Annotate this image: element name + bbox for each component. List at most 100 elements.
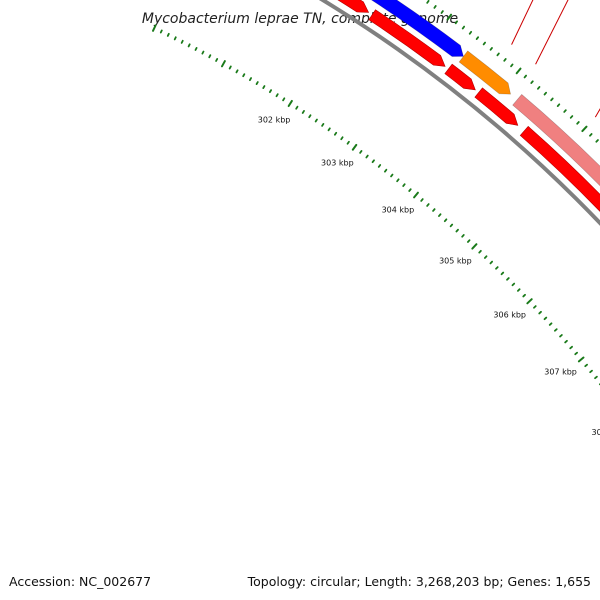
outer-major-tick — [446, 13, 453, 21]
scale-minor-tick — [574, 351, 578, 356]
scale-minor-tick — [166, 32, 170, 37]
orf-arrow-4 — [474, 87, 519, 126]
scale-minor-tick — [390, 173, 394, 178]
scale-minor-tick — [478, 249, 482, 254]
scale-minor-tick — [589, 369, 593, 374]
scale-minor-tick — [489, 260, 494, 265]
outer-minor-tick — [454, 20, 458, 25]
scale-minor-tick — [584, 363, 588, 368]
backbone-arc — [318, 0, 600, 226]
scale-minor-tick — [426, 203, 430, 207]
scale-ring: 302 kbp 303 kbp 304 kbp 305 kbp 306 kbp 307 k… — [152, 0, 600, 437]
orf-track — [337, 0, 600, 212]
scale-minor-tick — [295, 105, 299, 110]
outer-minor-tick — [523, 74, 527, 79]
scale-minor-tick — [483, 255, 488, 259]
scale-minor-tick — [461, 234, 465, 238]
gene-leader-ml0232 — [535, 0, 569, 65]
scale-minor-tick — [594, 375, 598, 380]
outer-minor-tick — [543, 91, 548, 96]
outer-minor-tick — [482, 41, 486, 46]
scale-minor-tick — [255, 81, 259, 86]
scale-minor-tick — [359, 150, 363, 154]
scale-minor-tick — [159, 29, 163, 34]
scale-minor-tick — [432, 208, 436, 212]
outer-minor-tick — [530, 80, 534, 85]
scale-major-tick — [577, 356, 585, 363]
scale-minor-tick — [346, 140, 350, 145]
scale-minor-tick — [208, 54, 212, 59]
scale-minor-tick — [314, 118, 318, 123]
scale-minor-tick — [517, 288, 521, 292]
scale-minor-tick — [173, 36, 177, 41]
outer-minor-tick — [537, 86, 541, 90]
scale-label-302: 302 kbp — [258, 116, 291, 125]
scale-label-306: 306 kbp — [493, 310, 526, 319]
scale-major-tick — [152, 24, 157, 32]
outer-minor-tick — [489, 47, 493, 51]
scale-major-tick — [351, 143, 358, 151]
scale-label-305: 305 kbp — [439, 256, 472, 265]
scale-minor-tick — [559, 334, 563, 338]
scale-minor-tick — [187, 43, 191, 48]
scale-minor-tick — [396, 178, 400, 183]
scale-minor-tick — [301, 110, 305, 114]
gene-track — [370, 0, 600, 187]
scale-minor-tick — [340, 136, 344, 141]
gene-arrow-lyss — [512, 93, 600, 187]
scale-minor-tick — [235, 69, 239, 74]
scale-major-tick — [471, 243, 478, 250]
scale-minor-tick — [466, 239, 471, 243]
outer-minor-tick — [461, 25, 466, 30]
outer-minor-tick — [563, 109, 567, 113]
scale-minor-tick — [543, 316, 548, 321]
scale-major-tick — [526, 298, 533, 305]
scale-minor-tick — [420, 198, 424, 202]
orf-arrow-2 — [368, 9, 446, 67]
scale-minor-tick — [365, 154, 369, 159]
scale-minor-tick — [275, 93, 279, 98]
scale-major-tick — [413, 191, 419, 199]
outer-minor-tick — [595, 139, 599, 143]
scale-minor-tick — [282, 97, 286, 102]
scale-minor-tick — [194, 46, 198, 51]
scale-label-308: 308 kbp — [592, 428, 600, 437]
scale-minor-tick — [268, 89, 273, 94]
scale-minor-tick — [333, 131, 338, 136]
scale-minor-tick — [569, 345, 573, 350]
scale-minor-tick — [377, 164, 382, 168]
scale-label-307: 307 kbp — [544, 368, 577, 377]
scale-minor-tick — [455, 228, 459, 233]
scale-minor-tick — [384, 168, 388, 173]
scale-minor-tick — [449, 223, 454, 228]
outer-minor-tick — [589, 133, 593, 137]
scale-minor-tick — [533, 305, 537, 309]
scale-minor-tick — [327, 127, 331, 132]
scale-minor-tick — [248, 77, 252, 82]
scale-minor-tick — [500, 271, 505, 276]
scale-minor-tick — [511, 282, 516, 287]
scale-minor-tick — [564, 339, 568, 344]
scale-minor-tick — [506, 277, 510, 281]
scale-minor-tick — [522, 293, 526, 298]
scale-minor-tick — [308, 114, 312, 119]
outer-minor-tick — [569, 115, 574, 119]
outer-minor-tick — [510, 63, 514, 68]
outer-minor-tick — [550, 97, 554, 102]
scale-minor-tick — [242, 73, 246, 78]
scale-minor-tick — [408, 188, 412, 192]
backbone-ring — [318, 0, 600, 226]
scale-minor-tick — [538, 310, 542, 315]
outer-minor-tick — [496, 52, 500, 57]
scale-minor-tick — [321, 123, 325, 127]
summary-text: Topology: circular; Length: 3,268,203 bp… — [247, 574, 591, 589]
accession-text: Accession: NC_002677 — [9, 574, 151, 589]
scale-minor-tick — [438, 213, 442, 217]
gene-arrow-pand — [458, 50, 511, 95]
scale-label-304: 304 kbp — [382, 206, 415, 215]
gene-leader-pand — [511, 0, 534, 45]
orf-arrow-5 — [519, 125, 600, 212]
outer-major-tick — [581, 125, 588, 133]
scale-major-tick — [287, 99, 293, 108]
